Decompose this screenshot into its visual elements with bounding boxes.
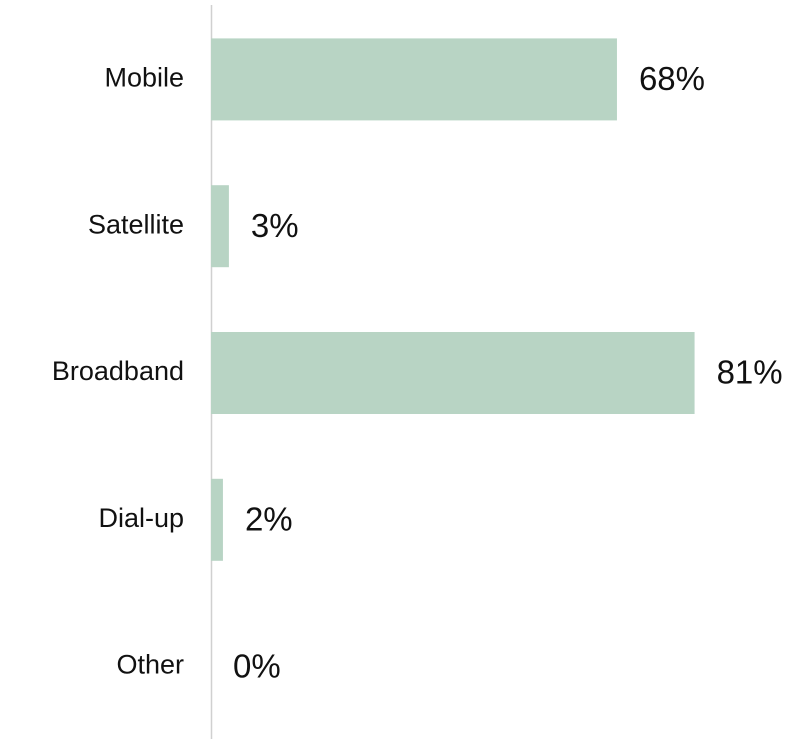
bar <box>211 332 695 414</box>
value-label: 3% <box>251 207 299 244</box>
category-label: Satellite <box>88 209 184 239</box>
category-label: Dial-up <box>98 503 184 533</box>
category-label: Other <box>116 650 184 680</box>
value-label: 81% <box>717 354 783 391</box>
bar <box>211 478 223 561</box>
bar <box>211 185 229 268</box>
value-label: 68% <box>639 60 705 97</box>
value-label: 2% <box>245 501 293 538</box>
category-label: Mobile <box>104 63 184 93</box>
bar <box>211 38 617 121</box>
category-label: Broadband <box>52 356 184 386</box>
value-label: 0% <box>233 647 281 684</box>
